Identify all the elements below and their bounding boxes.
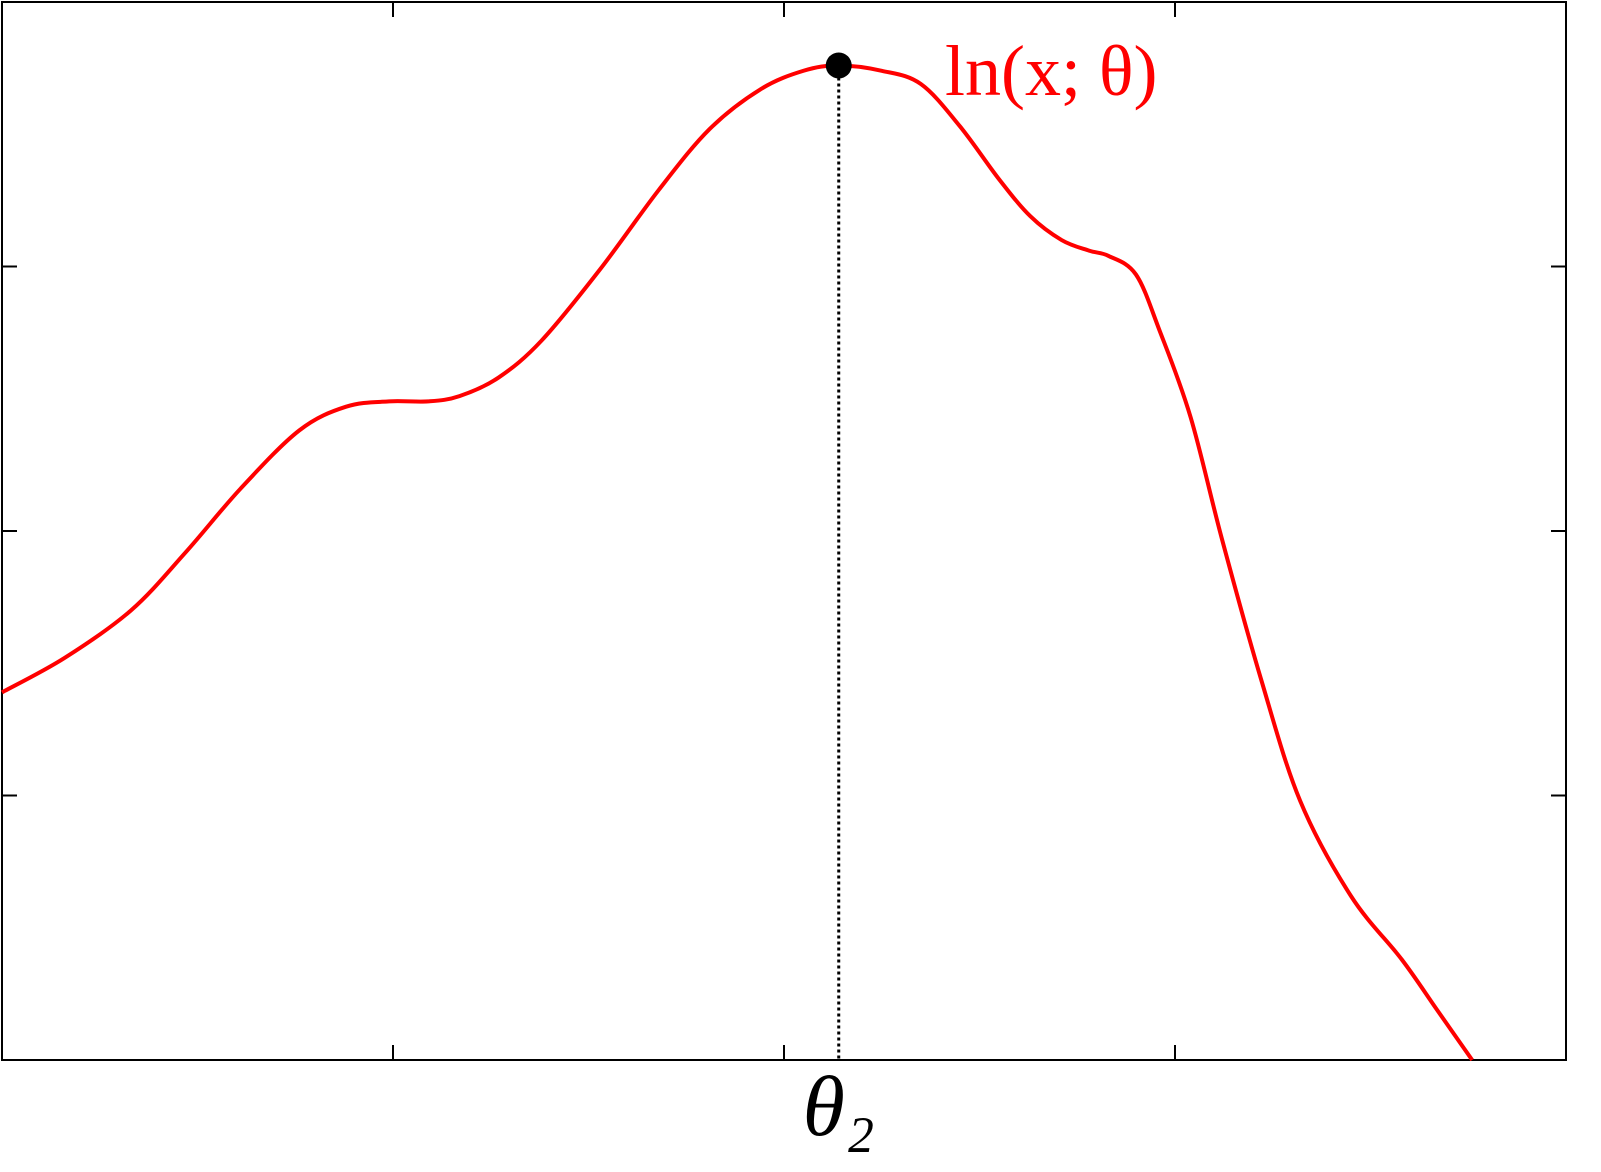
peak-marker — [825, 52, 852, 79]
series-label: ln(x; θ) — [945, 31, 1157, 111]
x-axis-label: θ₂ — [803, 1058, 875, 1154]
line-series — [1, 63, 1474, 1062]
